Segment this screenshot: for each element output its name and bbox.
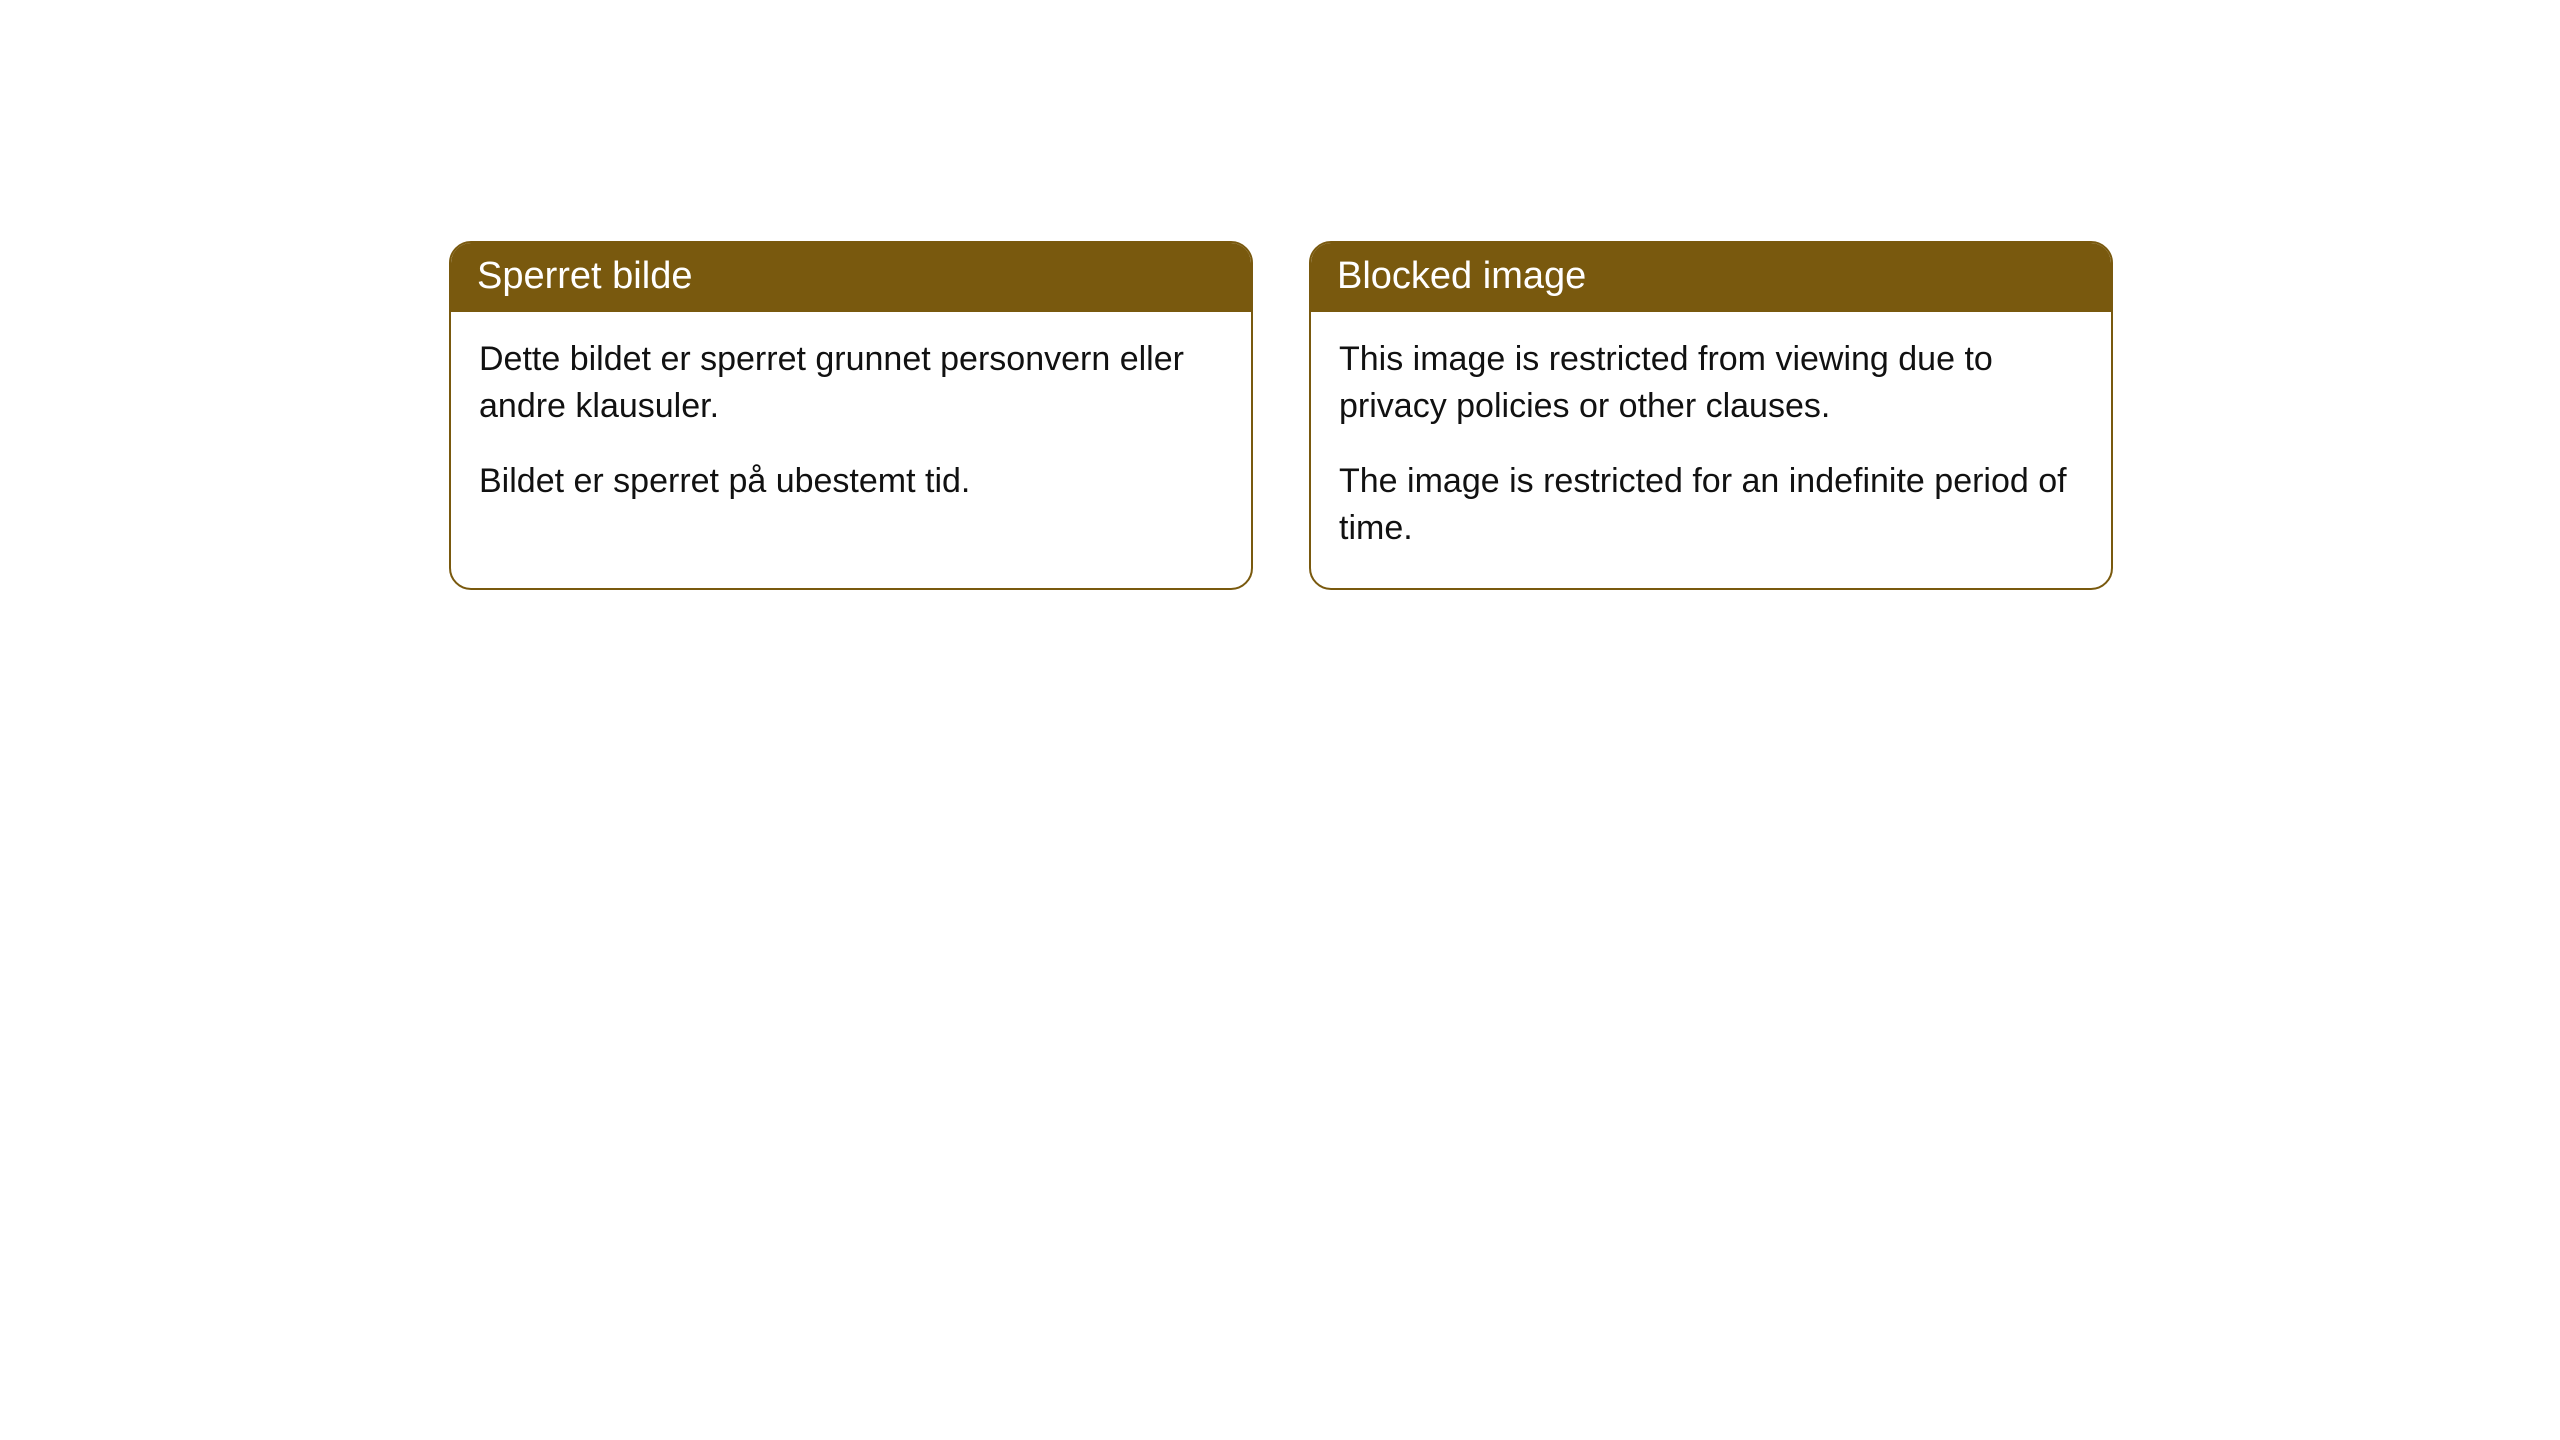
card-header-no: Sperret bilde	[451, 243, 1251, 312]
blocked-image-card-en: Blocked image This image is restricted f…	[1309, 241, 2113, 590]
card-header-en: Blocked image	[1311, 243, 2111, 312]
card-body-en: This image is restricted from viewing du…	[1311, 312, 2111, 588]
card-body-no: Dette bildet er sperret grunnet personve…	[451, 312, 1251, 541]
notice-paragraph: Bildet er sperret på ubestemt tid.	[479, 458, 1223, 505]
notice-paragraph: The image is restricted for an indefinit…	[1339, 458, 2083, 552]
notice-paragraph: This image is restricted from viewing du…	[1339, 336, 2083, 430]
blocked-image-card-no: Sperret bilde Dette bildet er sperret gr…	[449, 241, 1253, 590]
notice-paragraph: Dette bildet er sperret grunnet personve…	[479, 336, 1223, 430]
notice-container: Sperret bilde Dette bildet er sperret gr…	[0, 0, 2560, 590]
